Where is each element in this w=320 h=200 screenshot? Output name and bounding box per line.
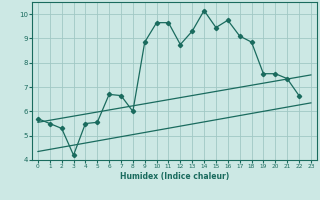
X-axis label: Humidex (Indice chaleur): Humidex (Indice chaleur) — [120, 172, 229, 181]
